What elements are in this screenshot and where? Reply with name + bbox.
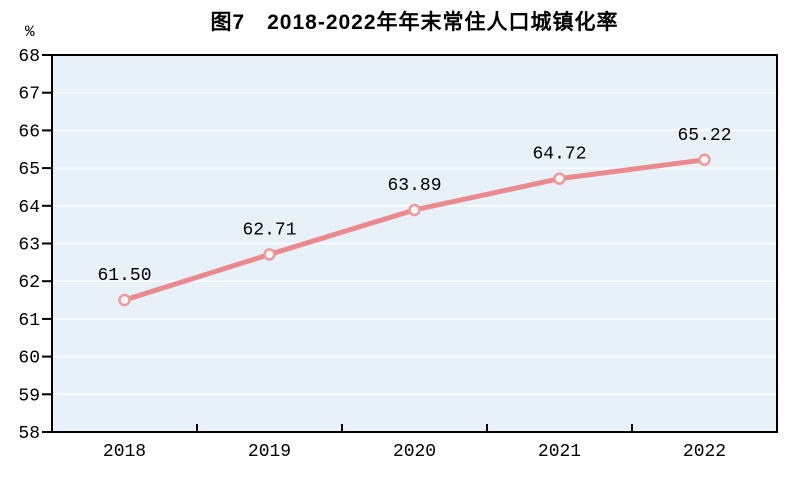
y-axis-label: 60: [18, 349, 40, 369]
y-axis-label: 62: [18, 273, 40, 293]
y-axis-label: 65: [18, 160, 40, 180]
x-axis-label: 2018: [103, 442, 146, 462]
data-point-marker: [698, 153, 711, 167]
y-axis-label: 68: [18, 47, 40, 67]
data-point-label: 61.50: [97, 266, 151, 286]
y-axis-label: 66: [18, 122, 40, 142]
data-point-label: 63.89: [387, 176, 441, 196]
y-axis-label: 63: [18, 236, 40, 256]
y-axis-label: 61: [18, 311, 40, 331]
data-point-label: 64.72: [532, 145, 586, 165]
x-axis-label: 2019: [248, 442, 291, 462]
data-point-marker: [553, 172, 566, 185]
y-axis-label: 58: [18, 424, 40, 444]
data-point-label: 65.22: [677, 126, 731, 146]
plot-border: [51, 54, 778, 433]
x-axis-label: 2021: [538, 442, 581, 462]
y-axis-unit-label: %: [25, 23, 35, 41]
chart-title: 图7 2018-2022年年末常住人口城镇化率: [210, 11, 619, 34]
x-axis-label: 2020: [393, 442, 436, 462]
data-point-marker: [408, 203, 421, 217]
y-axis-label: 64: [18, 198, 40, 218]
data-point-label: 62.71: [242, 220, 296, 240]
x-axis-label: 2022: [683, 442, 726, 462]
data-point-marker: [118, 293, 131, 307]
data-point-marker: [263, 248, 276, 261]
y-axis-label: 59: [18, 386, 40, 406]
y-axis-label: 67: [18, 85, 40, 105]
